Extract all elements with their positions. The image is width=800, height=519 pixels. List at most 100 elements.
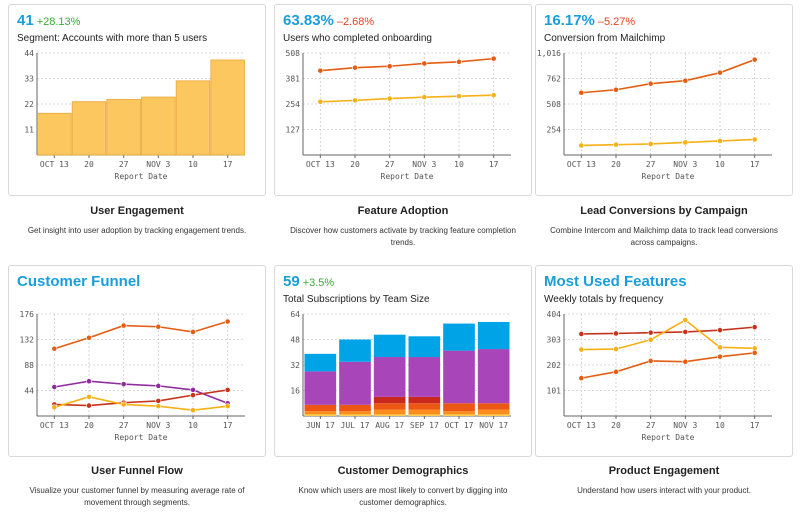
point-stage-4-oct-13 [51, 404, 58, 411]
x-tick-label: 10 [188, 421, 198, 430]
metric-delta: +3.5% [302, 277, 335, 289]
point-series-b-27 [386, 95, 393, 102]
point-stage-4-10 [190, 407, 196, 414]
point-campaign-a-nov-3 [682, 77, 689, 84]
card-subtitle: Weekly totals by frequency [544, 294, 664, 305]
point-feature-a-17 [751, 324, 758, 331]
conversions-line-chart: 254 508 762 1,016 OCT 13 20 27 NOV 3 10 17 Report … [537, 49, 772, 181]
x-tick-label: 27 [119, 160, 129, 169]
point-feature-b-10 [717, 344, 723, 351]
caption-title: Lead Conversions by Campaign [580, 205, 748, 217]
bar-size-6-oct-17 [443, 323, 475, 351]
card-subtitle: Total Subscriptions by Team Size [283, 294, 430, 305]
point-stage-1-nov-3 [155, 323, 162, 330]
bar-size-1-oct-17 [443, 414, 475, 416]
bar-size-1-jun-17 [304, 414, 337, 416]
point-stage-2-27 [120, 381, 127, 388]
bar-size-3-nov-17 [477, 403, 510, 410]
caption-title: User Engagement [90, 205, 184, 217]
metric-value: 41 [17, 12, 34, 29]
x-tick-label: 17 [750, 160, 760, 169]
bar-size-3-aug-17 [373, 403, 406, 410]
point-series-b-20 [352, 97, 358, 104]
caption-description: Visualize your customer funnel by measur… [29, 486, 245, 507]
x-tick-label: OCT 13 [40, 421, 69, 430]
x-tick-label: 27 [646, 421, 656, 430]
x-axis-title: Report Date [115, 172, 168, 181]
point-stage-1-27 [120, 322, 127, 329]
x-tick-label: 17 [489, 160, 499, 169]
card-subtitle: Users who completed onboarding [283, 33, 432, 44]
bar-size-5-jun-17 [304, 371, 337, 405]
y-tick-label: 33 [24, 75, 34, 84]
caption-description: Combine Intercom and Mailchimp data to t… [550, 226, 778, 247]
point-series-a-17 [490, 55, 497, 62]
caption-title: Feature Adoption [357, 205, 449, 217]
bar-size-1-aug-17 [373, 414, 406, 416]
x-tick-label: 27 [119, 421, 129, 430]
y-tick-label: 762 [547, 75, 562, 84]
bar-accounts-10 [175, 80, 211, 156]
y-tick-label: 64 [290, 310, 300, 319]
y-tick-label: 132 [20, 336, 35, 345]
point-feature-c-27 [647, 358, 654, 364]
bar-size-2-jun-17 [304, 411, 337, 415]
card-customer-demographics[interactable]: 59 +3.5% Total Subscriptions by Team Size… [274, 265, 532, 457]
caption-title: Customer Demographics [337, 465, 469, 477]
x-tick-label: 17 [223, 421, 233, 430]
bar-size-1-jul-17 [339, 414, 371, 416]
card-subtitle: Segment: Accounts with more than 5 users [17, 33, 208, 44]
card-title: Customer Funnel [17, 273, 141, 290]
bar-size-2-oct-17 [443, 411, 475, 415]
card-lead-conversions[interactable]: 16.17% –5.27% Conversion from Mailchimp 2… [535, 4, 793, 196]
bar-accounts-27 [106, 98, 141, 156]
x-tick-label: 17 [223, 160, 233, 169]
y-tick-label: 48 [290, 336, 300, 345]
series-line-stage-3 [54, 389, 228, 407]
metric-value: 59 [283, 273, 300, 290]
series-line-feature-c [581, 352, 755, 379]
x-tick-label: 27 [646, 160, 656, 169]
card-most-used-features[interactable]: Most Used Features Weekly totals by freq… [535, 265, 793, 457]
point-series-b-17 [490, 92, 497, 99]
caption-title: User Funnel Flow [91, 465, 183, 477]
y-tick-label: 32 [290, 361, 300, 370]
point-series-a-20 [352, 64, 358, 71]
x-tick-label: AUG 17 [375, 421, 404, 430]
bar-size-3-sep-17 [408, 403, 441, 410]
bar-accounts-nov-3 [141, 96, 176, 156]
x-axis-title: Report Date [381, 172, 434, 181]
funnel-line-chart: 44 88 132 176 OCT 13 20 27 NOV 3 10 17 Report Date [20, 310, 245, 442]
bar-accounts-20 [71, 101, 107, 156]
card-feature-adoption[interactable]: 63.83% –2.68% Users who completed onboard… [274, 4, 532, 196]
point-stage-2-10 [190, 387, 196, 393]
point-series-b-oct-13 [317, 98, 324, 105]
x-tick-label: OCT 13 [306, 160, 335, 169]
point-series-a-27 [386, 63, 393, 70]
point-series-a-10 [456, 58, 462, 65]
features-line-chart: 101 202 303 404 OCT 13 20 27 NOV 3 10 17 Report Da… [547, 310, 772, 442]
card-customer-funnel[interactable]: Customer Funnel 44 88 132 176 OCT 13 20 27 NOV … [8, 265, 266, 457]
point-feature-a-27 [647, 329, 654, 336]
point-campaign-b-nov-3 [682, 139, 689, 146]
point-stage-2-nov-3 [155, 382, 162, 389]
point-feature-b-oct-13 [578, 346, 585, 353]
x-tick-label: 20 [350, 160, 360, 169]
y-tick-label: 508 [286, 49, 301, 58]
bar-size-3-oct-17 [443, 403, 475, 412]
card-user-engagement[interactable]: 41 +28.13% Segment: Accounts with more th… [8, 4, 266, 196]
point-stage-1-oct-13 [51, 345, 58, 352]
y-tick-label: 11 [24, 126, 34, 135]
x-tick-label: NOV 17 [479, 421, 508, 430]
point-stage-4-20 [86, 393, 92, 400]
x-tick-label: NOV 3 [673, 421, 697, 430]
point-feature-a-nov-3 [682, 329, 689, 335]
y-tick-label: 88 [24, 361, 34, 370]
metric-delta: +28.13% [36, 16, 81, 28]
bar-size-6-jun-17 [304, 353, 337, 372]
x-tick-label: JUN 17 [306, 421, 335, 430]
y-tick-label: 254 [286, 100, 301, 109]
series-line-feature-a [581, 326, 755, 335]
y-tick-label: 202 [547, 361, 562, 370]
point-feature-b-nov-3 [682, 317, 689, 323]
